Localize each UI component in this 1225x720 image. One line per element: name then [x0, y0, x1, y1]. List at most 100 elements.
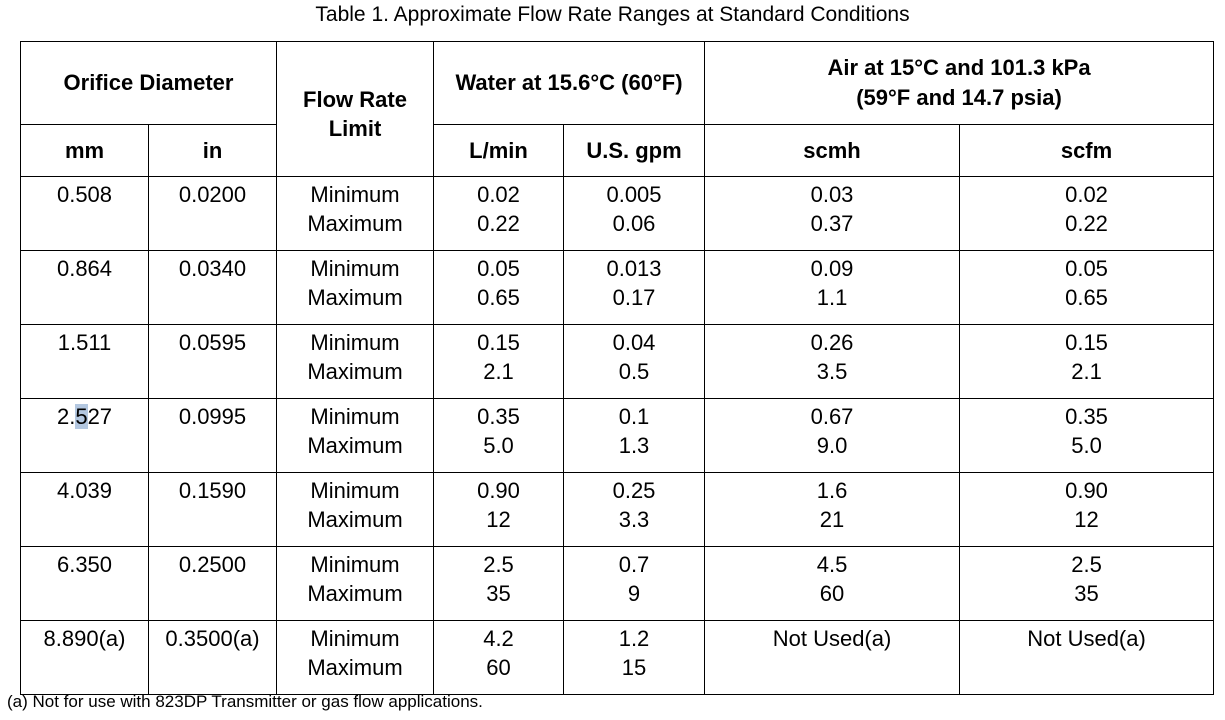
scmh-min: 0.67	[810, 404, 854, 429]
scmh-max: 21	[819, 507, 845, 532]
cell-scfm: 0.02 0.22	[959, 176, 1215, 251]
gpm-max: 9	[627, 581, 641, 606]
scfm-max: 5.0	[1071, 433, 1102, 458]
scmh-max: 1.1	[816, 285, 848, 310]
scfm-min: 0.35	[1065, 404, 1108, 429]
header-in: in	[148, 124, 277, 177]
scmh-max: 0.37	[810, 211, 854, 236]
header-water: Water at 15.6°C (60°F)	[432, 41, 706, 125]
scfm-max: 12	[1074, 507, 1099, 532]
table-row: 0.508 0.0200 Minimum Maximum 0.02 0.22 0.0…	[20, 176, 1215, 251]
scfm-max: 2.1	[1071, 359, 1102, 384]
cell-gpm: 0.005 0.06	[562, 176, 706, 251]
gpm-min: 0.1	[618, 404, 650, 429]
lmin-min: 2.5	[483, 552, 514, 577]
limit-min: Minimum	[310, 404, 400, 429]
cell-in: 0.0595	[148, 324, 277, 399]
header-gpm: U.S. gpm	[562, 124, 706, 177]
scfm-max: 35	[1074, 581, 1099, 606]
cell-scmh: 0.67 9.0	[704, 398, 961, 473]
gpm-max: 0.17	[612, 285, 656, 310]
scmh-min: 1.6	[816, 478, 848, 503]
table-row: 6.350 0.2500 Minimum Maximum 2.5 35 0.7 9 4…	[20, 546, 1215, 621]
cell-mm: 4.039	[20, 472, 149, 547]
limit-max: Maximum	[307, 433, 403, 458]
cell-scfm: 0.05 0.65	[959, 250, 1215, 325]
mm-part-a: 2.	[56, 404, 76, 429]
gpm-max: 0.5	[618, 359, 650, 384]
gpm-max: 3.3	[618, 507, 650, 532]
cell-mm: 1.511	[20, 324, 149, 399]
cell-scfm: 0.90 12	[959, 472, 1215, 547]
cell-lmin: 0.05 0.65	[433, 250, 564, 325]
header-lmin: L/min	[433, 124, 564, 177]
limit-min: Minimum	[310, 256, 400, 281]
lmin-min: 0.15	[477, 330, 520, 355]
cell-lmin: 0.15 2.1	[433, 324, 564, 399]
cell-limit: Minimum Maximum	[276, 398, 434, 473]
cell-in: 0.3500(a)	[148, 620, 277, 695]
cell-limit: Minimum Maximum	[276, 546, 434, 621]
footnote: (a) Not for use with 823DP Transmitter o…	[7, 692, 483, 711]
cell-gpm: 0.1 1.3	[562, 398, 706, 473]
header-air-line1: Air at 15°C and 101.3 kPa	[827, 55, 1091, 80]
cell-mm: 6.350	[20, 546, 149, 621]
cell-limit: Minimum Maximum	[276, 620, 434, 695]
limit-min: Minimum	[310, 330, 400, 355]
cell-gpm: 0.25 3.3	[562, 472, 706, 547]
header-flow-rate-limit-text: Flow Rate Limit	[303, 87, 407, 141]
cell-mm: 0.508	[20, 176, 149, 251]
lmin-max: 2.1	[483, 359, 514, 384]
gpm-min: 0.04	[612, 330, 656, 355]
table-row: 1.511 0.0595 Minimum Maximum 0.15 2.1 0.04…	[20, 324, 1215, 399]
gpm-min: 0.25	[612, 478, 656, 503]
scfm-min: 0.05	[1065, 256, 1108, 281]
limit-max: Maximum	[307, 507, 403, 532]
cell-gpm: 0.04 0.5	[562, 324, 706, 399]
lmin-max: 0.65	[477, 285, 520, 310]
limit-max: Maximum	[307, 211, 403, 236]
gpm-max: 15	[621, 655, 647, 680]
header-scfm: scfm	[959, 124, 1215, 177]
scfm-min: 0.02	[1065, 182, 1108, 207]
scmh-max: 9.0	[816, 433, 848, 458]
cell-gpm: 1.2 15	[562, 620, 706, 695]
scfm-min: 0.15	[1065, 330, 1108, 355]
cell-scmh: 0.03 0.37	[704, 176, 961, 251]
cell-mm: 2.527	[20, 398, 149, 473]
lmin-max: 0.22	[477, 211, 520, 236]
cell-limit: Minimum Maximum	[276, 472, 434, 547]
lmin-max: 60	[486, 655, 511, 680]
table-row: 2.527 0.0995 Minimum Maximum 0.35 5.0 0.1 1…	[20, 398, 1215, 473]
limit-min: Minimum	[310, 478, 400, 503]
cell-scfm: 0.15 2.1	[959, 324, 1215, 399]
limit-max: Maximum	[307, 655, 403, 680]
scmh-min: 4.5	[816, 552, 848, 577]
cell-lmin: 0.90 12	[433, 472, 564, 547]
lmin-min: 4.2	[483, 626, 514, 651]
cell-limit: Minimum Maximum	[276, 176, 434, 251]
gpm-min: 1.2	[618, 626, 650, 651]
cell-scmh: 1.6 21	[704, 472, 961, 547]
lmin-min: 0.02	[477, 182, 520, 207]
cell-in: 0.0200	[148, 176, 277, 251]
cell-lmin: 4.2 60	[433, 620, 564, 695]
cell-scfm: 0.35 5.0	[959, 398, 1215, 473]
scmh-max: 60	[819, 581, 845, 606]
gpm-max: 0.06	[612, 211, 656, 236]
cell-mm: 0.864	[20, 250, 149, 325]
cell-scmh: 0.09 1.1	[704, 250, 961, 325]
cell-in: 0.1590	[148, 472, 277, 547]
limit-max: Maximum	[307, 285, 403, 310]
limit-min: Minimum	[310, 182, 400, 207]
cell-in: 0.0995	[148, 398, 277, 473]
text-selection[interactable]: 5	[75, 404, 88, 429]
limit-min: Minimum	[310, 626, 400, 651]
lmin-min: 0.35	[477, 404, 520, 429]
header-air-line2: (59°F and 14.7 psia)	[856, 85, 1062, 110]
cell-scmh: 0.26 3.5	[704, 324, 961, 399]
cell-lmin: 0.35 5.0	[433, 398, 564, 473]
cell-gpm: 0.7 9	[562, 546, 706, 621]
scmh-min: 0.03	[810, 182, 854, 207]
limit-min: Minimum	[310, 552, 400, 577]
